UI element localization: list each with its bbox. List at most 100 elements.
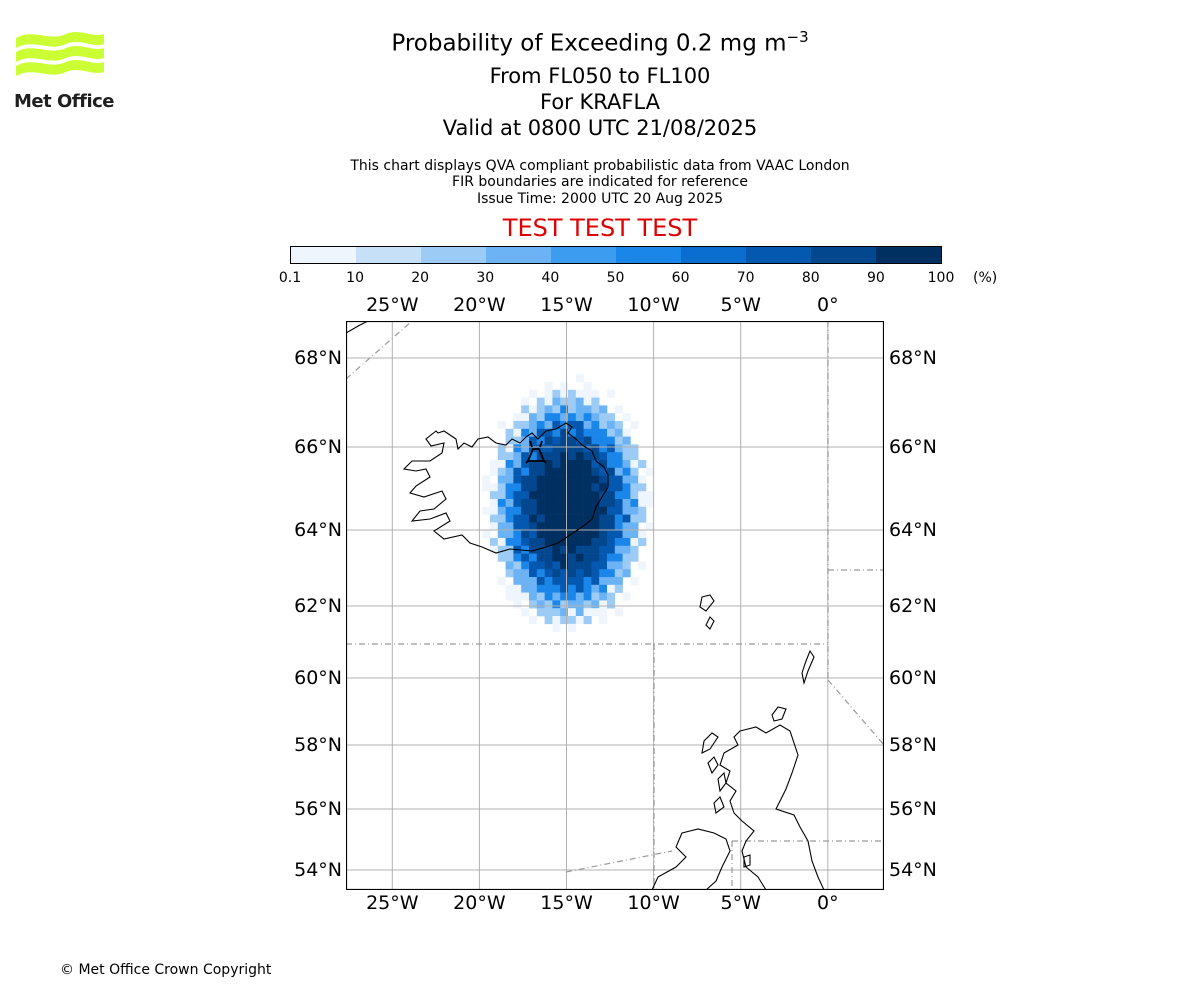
plume-cell [505,475,514,484]
plume-cell [614,514,623,523]
plume-cell [568,413,577,422]
plume-cell [529,405,538,414]
plume-cell [521,405,530,414]
plume-cell [490,522,499,531]
plume-cell [544,608,553,617]
colorbar [290,246,942,264]
plume-cell [513,530,522,539]
plume-cell [521,608,530,617]
plume-cell [521,483,530,492]
plume-cell [575,389,584,398]
plume-cell [568,608,577,617]
plume-cell [568,499,577,508]
plume-cell [568,397,577,406]
plume-cell [614,506,623,515]
plume-cell [599,436,608,445]
plume-cell [497,538,506,547]
plume-cell [521,460,530,469]
plume-cell [622,467,631,476]
colorbar-segment [616,247,681,263]
longitude-label: 10°W [627,294,680,316]
plume-cell [560,545,569,554]
plume-cell [544,577,553,586]
plume-cell [630,475,639,484]
plume-cell [607,522,616,531]
plume-cell [552,436,561,445]
plume-cell [591,553,600,562]
plume-cell [552,428,561,437]
plume-cell [575,428,584,437]
plume-cell [544,514,553,523]
plume-cell [607,491,616,500]
plume-cell [505,569,514,578]
plume-cell [513,499,522,508]
plume-cell [544,530,553,539]
plume-cell [560,483,569,492]
plume-cell [544,444,553,453]
plume-cell [630,499,639,508]
plume-cell [536,405,545,414]
plume-cell [622,530,631,539]
plume-cell [544,584,553,593]
plume-cell [529,569,538,578]
plume-cell [521,475,530,484]
plume-cell [599,577,608,586]
colorbar-tick-label: 90 [866,270,885,286]
plume-cell [544,616,553,625]
plume-cell [607,530,616,539]
plume-cell [544,483,553,492]
plume-cell [575,545,584,554]
plume-cell [568,553,577,562]
plume-cell [575,397,584,406]
plume-cell [622,444,631,453]
plume-cell [552,483,561,492]
longitude-label: 10°W [627,892,680,914]
plume-cell [614,538,623,547]
plume-cell [521,506,530,515]
plume-cell [583,569,592,578]
plume-cell [622,428,631,437]
plume-cell [583,428,592,437]
plume-cell [591,577,600,586]
plume-cell [568,483,577,492]
plume-cell [552,608,561,617]
latitude-label: 64°N [294,519,342,541]
plume-cell [529,584,538,593]
plume-cell [552,460,561,469]
plume-cell [497,545,506,554]
plume-cell [552,522,561,531]
plume-cell [560,506,569,515]
colorbar-segment [421,247,486,263]
plume-cell [490,491,499,500]
plume-cell [536,467,545,476]
plume-cell [552,538,561,547]
plume-cell [599,514,608,523]
plume-cell [568,444,577,453]
plume-cell [568,436,577,445]
plume-cell [607,592,616,601]
plume-cell [521,491,530,500]
plume-cell [638,561,647,570]
plume-cell [513,600,522,609]
plume-cell [583,389,592,398]
plume-cell [591,405,600,414]
colorbar-segment [811,247,876,263]
plume-cell [614,491,623,500]
plume-cell [575,421,584,430]
plume-cell [591,608,600,617]
colorbar-segment [681,247,746,263]
plume-cell [575,460,584,469]
plume-cell [560,530,569,539]
plume-cell [591,475,600,484]
plume-cell [560,514,569,523]
plume-cell [622,436,631,445]
plume-cell [497,499,506,508]
longitude-label: 5°W [720,294,761,316]
plume-cell [544,592,553,601]
plume-cell [614,522,623,531]
plume-cell [575,522,584,531]
longitude-label: 0° [817,294,839,316]
plume-cell [529,522,538,531]
plume-cell [568,389,577,398]
plume-cell [505,530,514,539]
